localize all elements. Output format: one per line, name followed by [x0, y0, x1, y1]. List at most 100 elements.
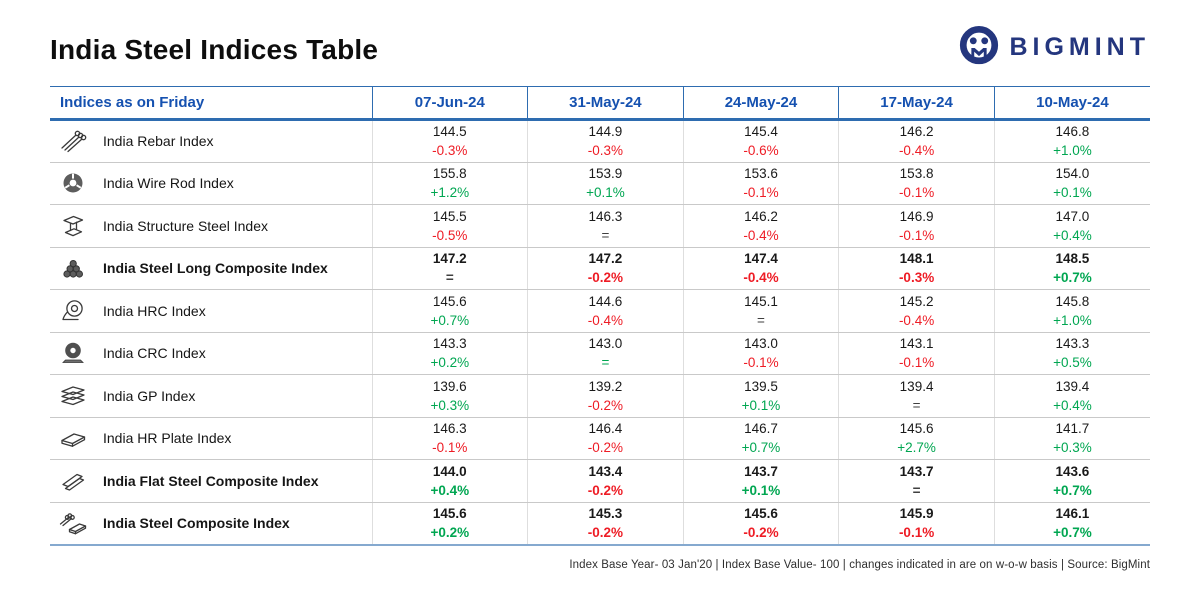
index-wow-change: -0.4% [743, 270, 779, 286]
index-wow-change: +0.7% [741, 440, 781, 456]
index-value: 146.1 [1055, 506, 1090, 521]
index-value-cell: 153.9 +0.1% [527, 162, 684, 205]
index-wow-change: -0.3% [587, 143, 624, 159]
index-wow-change: -0.1% [743, 355, 779, 371]
index-name-cell: India HR Plate Index [50, 417, 372, 460]
index-value-cell: 139.6 +0.3% [371, 374, 528, 418]
flat-composite-icon [56, 467, 90, 495]
index-value-cell: 154.0 +0.1% [993, 162, 1150, 205]
index-value: 147.0 [1055, 208, 1090, 224]
index-value-cell: 145.3 -0.2% [527, 502, 684, 546]
table-body: India Rebar Index 144.5 -0.3% 144.9 -0.3% 145… [50, 119, 1150, 546]
index-wow-change: +0.1% [741, 397, 781, 413]
table-row: India Steel Long Composite Index 147.2 = 14… [50, 247, 1150, 290]
index-wow-change: -0.2% [587, 397, 624, 413]
table-footnote: Index Base Year- 03 Jan'20 | Index Base … [569, 558, 1150, 571]
index-wow-change: -0.4% [743, 227, 779, 243]
index-name-cell: India Structure Steel Index [50, 204, 372, 248]
index-value-cell: 145.6 +0.2% [371, 502, 528, 546]
index-name-cell: India Steel Long Composite Index [50, 247, 372, 290]
column-header-date: 31-May-24 [527, 86, 684, 121]
index-value-cell: 141.7 +0.3% [993, 417, 1150, 460]
index-value: 146.8 [1055, 124, 1090, 140]
long-composite-icon [56, 254, 90, 282]
index-value-cell: 146.3 = [527, 204, 684, 248]
index-value: 145.6 [432, 506, 467, 521]
table-row: India HR Plate Index 146.3 -0.1% 146.4 -0.2%… [50, 417, 1150, 460]
bigmint-logo-icon [960, 26, 999, 65]
table-row: India Rebar Index 144.5 -0.3% 144.9 -0.3% 145… [50, 119, 1150, 163]
column-header-date: 10-May-24 [993, 86, 1150, 121]
index-value: 139.2 [588, 378, 623, 394]
index-wow-change: -0.3% [898, 270, 935, 286]
rebar-icon [56, 127, 90, 155]
index-value-cell: 143.4 -0.2% [527, 459, 684, 503]
table-row: India HRC Index 145.6 +0.7% 144.6 -0.4% 145.1… [50, 289, 1150, 333]
index-wow-change: +0.5% [1053, 355, 1092, 371]
index-value: 143.7 [744, 463, 778, 479]
index-value: 144.0 [432, 463, 467, 479]
index-value: 145.6 [432, 293, 467, 309]
index-value-cell: 146.7 +0.7% [682, 417, 839, 460]
index-wow-change: -0.2% [587, 270, 624, 286]
table-row: India CRC Index 143.3 +0.2% 143.0 = 143.0 -0.1… [50, 332, 1150, 375]
index-value: 143.7 [899, 463, 934, 479]
index-value: 146.7 [744, 421, 778, 437]
index-value: 148.1 [899, 251, 934, 267]
index-value-cell: 146.8 +1.0% [993, 119, 1150, 163]
index-wow-change: +0.3% [1053, 440, 1092, 456]
table-row: India GP Index 139.6 +0.3% 139.2 -0.2% 139.5 +… [50, 374, 1150, 418]
table-header: Indices as on Friday 07-Jun-24 31-May-24 24… [50, 86, 1150, 121]
index-name-cell: India CRC Index [50, 332, 372, 375]
index-name-cell: India Steel Composite Index [50, 502, 372, 546]
index-value-cell: 155.8 +1.2% [371, 162, 528, 205]
index-value-cell: 143.7 = [838, 459, 995, 503]
table-row: India Wire Rod Index 155.8 +1.2% 153.9 +0.1%… [50, 162, 1150, 205]
index-value-cell: 145.8 +1.0% [993, 289, 1150, 333]
index-value: 147.2 [588, 251, 623, 267]
index-name-label: India GP Index [103, 387, 196, 404]
index-value-cell: 143.3 +0.5% [993, 332, 1150, 375]
index-wow-change: +0.3% [430, 397, 470, 413]
index-value-cell: 143.1 -0.1% [838, 332, 995, 375]
index-wow-change: +2.7% [897, 440, 936, 456]
index-value-cell: 146.3 -0.1% [371, 417, 528, 460]
index-value: 146.9 [899, 208, 934, 224]
index-value: 145.9 [899, 506, 934, 521]
page-header: India Steel Indices Table BIGMINT [50, 0, 1150, 66]
index-value-cell: 145.5 -0.5% [371, 204, 528, 248]
column-header-date: 07-Jun-24 [371, 86, 528, 121]
index-name-label: India CRC Index [103, 345, 206, 362]
index-value: 146.3 [432, 421, 467, 437]
index-value-cell: 147.2 -0.2% [527, 247, 684, 290]
index-wow-change: +1.0% [1053, 312, 1092, 328]
index-value: 146.2 [899, 124, 934, 140]
column-header-date: 17-May-24 [838, 86, 995, 121]
crc-icon [56, 339, 90, 367]
index-value-cell: 147.4 -0.4% [682, 247, 839, 290]
index-wow-change: +0.4% [1053, 227, 1092, 243]
index-value: 154.0 [1055, 166, 1090, 182]
index-value-cell: 143.0 = [527, 332, 684, 375]
index-wow-change: = [601, 355, 610, 371]
index-name-label: India HR Plate Index [103, 430, 232, 447]
index-value: 145.5 [432, 208, 467, 224]
index-wow-change: -0.2% [587, 440, 624, 456]
index-value: 145.2 [899, 293, 934, 309]
index-value-cell: 143.7 +0.1% [682, 459, 839, 503]
index-value-cell: 144.9 -0.3% [527, 119, 684, 163]
index-wow-change: -0.3% [432, 143, 468, 159]
index-wow-change: +0.7% [1053, 482, 1092, 498]
index-value: 146.3 [588, 208, 623, 224]
index-value: 143.1 [899, 336, 934, 352]
index-wow-change: -0.4% [898, 143, 935, 159]
index-wow-change: +0.1% [1053, 185, 1092, 201]
index-value: 147.4 [744, 251, 778, 267]
index-value-cell: 144.5 -0.3% [371, 119, 528, 163]
index-value: 143.3 [1055, 336, 1090, 352]
index-wow-change: +0.7% [1053, 525, 1092, 540]
index-value: 145.3 [588, 506, 623, 521]
index-name-label: India Structure Steel Index [103, 217, 268, 234]
index-value-cell: 145.6 +0.7% [371, 289, 528, 333]
index-value: 145.1 [744, 293, 778, 309]
